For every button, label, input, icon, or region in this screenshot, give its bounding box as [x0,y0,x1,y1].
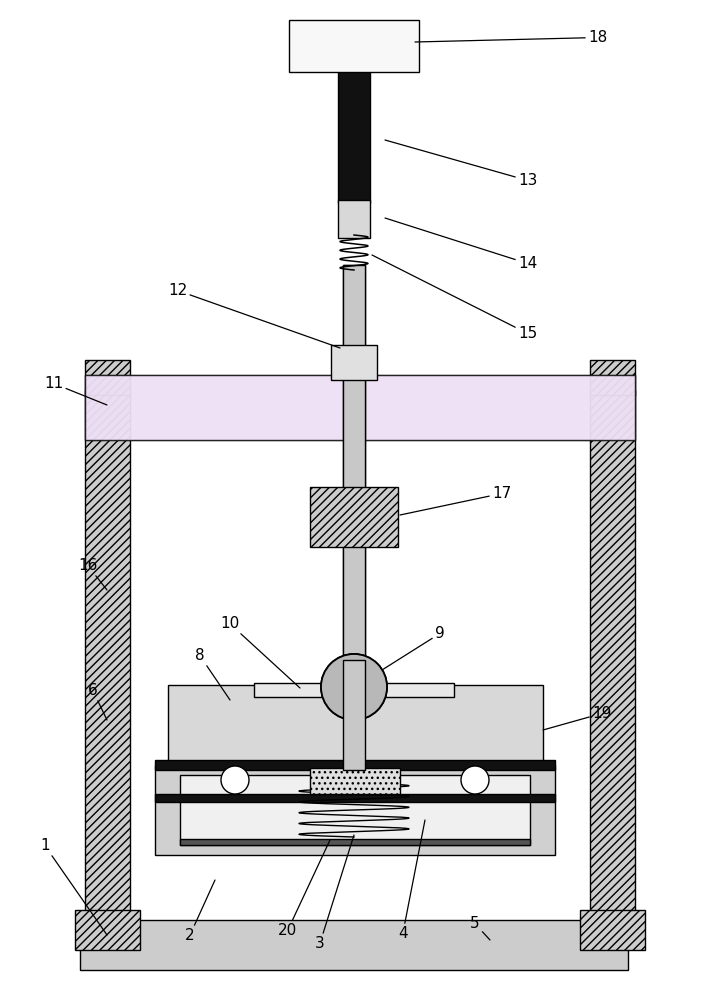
Text: 18: 18 [415,30,607,45]
Text: 13: 13 [385,140,537,188]
Text: 15: 15 [372,255,537,341]
Text: 19: 19 [543,706,612,730]
Text: 16: 16 [78,558,107,590]
Bar [331,345,377,380]
Bar [343,265,365,695]
Circle shape [321,654,387,720]
Bar [180,775,530,845]
Bar [254,683,454,697]
Bar [343,660,365,770]
Text: 11: 11 [44,376,107,405]
Circle shape [461,766,489,794]
Text: 5: 5 [470,916,490,940]
Bar [580,910,645,950]
Text: 3: 3 [315,835,354,951]
Text: 9: 9 [382,626,445,670]
Bar [80,920,628,970]
Text: 1: 1 [40,838,107,935]
Bar [338,200,370,238]
Text: 17: 17 [400,486,511,515]
Bar [85,375,635,440]
Text: 6: 6 [88,683,107,720]
Bar [590,360,635,395]
Text: 20: 20 [278,840,330,938]
Bar [85,390,130,920]
Bar [75,910,140,950]
Circle shape [321,654,387,720]
Text: 4: 4 [398,820,425,941]
Bar [155,765,555,855]
Bar [180,839,530,845]
Bar [343,265,365,675]
Bar [590,390,635,920]
Text: 12: 12 [168,283,340,348]
Text: 14: 14 [385,218,537,271]
Bar [168,685,543,765]
Text: 8: 8 [195,648,230,700]
Bar [289,20,419,72]
Text: 2: 2 [185,880,215,943]
Bar [310,487,398,547]
Bar [85,375,635,440]
Bar [310,768,400,794]
Bar [155,760,555,770]
Text: 10: 10 [220,616,300,688]
Bar [155,794,555,802]
Bar [338,55,370,203]
Bar [85,360,130,395]
Circle shape [221,766,249,794]
